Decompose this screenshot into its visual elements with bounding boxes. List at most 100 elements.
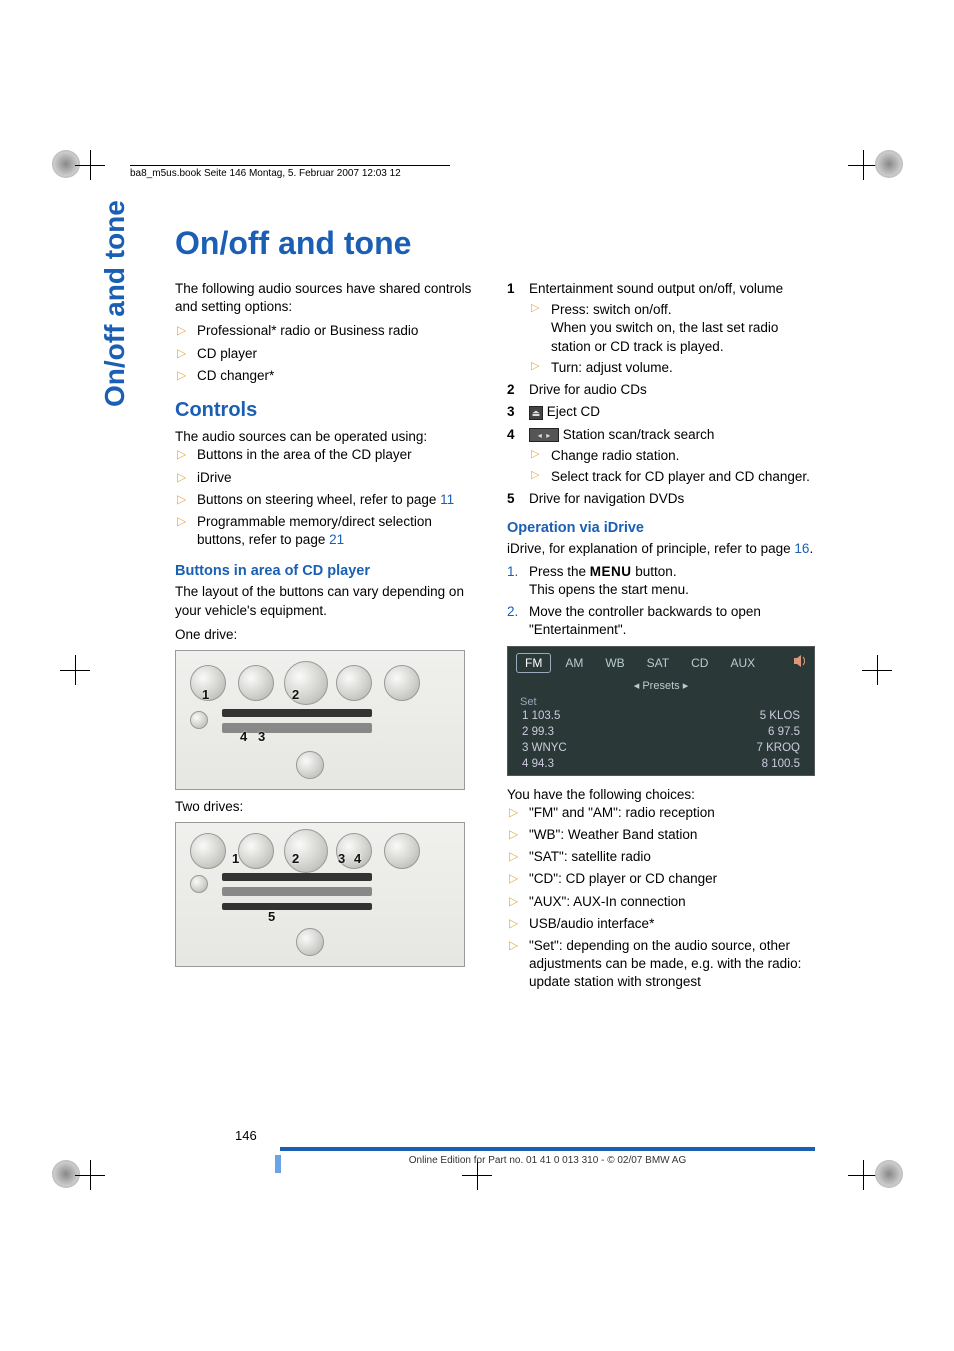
one-drive-label: One drive: — [175, 626, 483, 644]
list-item: 4 ◂ ▸ Station scan/track search Change r… — [507, 426, 815, 487]
controls-intro: The audio sources can be operated using: — [175, 428, 483, 446]
text: Move the controller backwards to open "E… — [529, 604, 761, 637]
item-number: 5 — [507, 490, 515, 508]
set-label: Set — [508, 696, 814, 708]
operation-text: iDrive, for explanation of principle, re… — [507, 540, 815, 558]
list-item: 5 Drive for navigation DVDs — [507, 490, 815, 508]
preset: 8 100.5 — [762, 758, 800, 770]
list-item: "SAT": satellite radio — [507, 848, 815, 866]
list-item: iDrive — [175, 469, 483, 487]
text: When you switch on, the last set radio s… — [551, 320, 778, 353]
left-column: The following audio sources have shared … — [175, 280, 483, 1006]
screen-tab-fm: FM — [516, 653, 551, 673]
list-item: Buttons in the area of the CD player — [175, 446, 483, 464]
speaker-icon — [792, 653, 808, 669]
step-number: 2. — [507, 603, 518, 621]
page-ref-link[interactable]: 21 — [329, 532, 344, 547]
step-item: 2. Move the controller backwards to open… — [507, 603, 815, 639]
knob-icon — [384, 665, 420, 701]
preset: 3 WNYC — [522, 742, 567, 754]
screen-tab-sat: SAT — [639, 654, 677, 672]
operation-heading: Operation via iDrive — [507, 520, 815, 536]
text: Buttons on steering wheel, refer to page — [197, 492, 440, 507]
list-item: Professional* radio or Business radio — [175, 322, 483, 340]
dashboard-two-drives-figure: 1 2 3 4 5 — [175, 822, 465, 967]
page-ref-link[interactable]: 16 — [794, 541, 809, 556]
knob-icon — [336, 665, 372, 701]
choices-list: "FM" and "AM": radio reception "WB": Wea… — [507, 804, 815, 992]
buttons-heading: Buttons in area of CD player — [175, 563, 483, 579]
text: . — [809, 541, 813, 556]
sub-item: Change radio station. — [529, 447, 815, 465]
cd-slot-icon — [222, 709, 372, 717]
controls-list: Buttons in the area of the CD player iDr… — [175, 446, 483, 549]
step-item: 1. Press the MENU button. This opens the… — [507, 563, 815, 599]
presets-label: ◂ Presets ▸ — [508, 677, 814, 696]
page-number: 146 — [235, 1128, 257, 1143]
crop-corner — [875, 1160, 903, 1188]
text: Press the — [529, 564, 590, 579]
callout-2: 2 — [292, 687, 299, 702]
screen-tab-aux: AUX — [722, 654, 763, 672]
knob-icon — [296, 751, 324, 779]
list-item: Programmable memory/direct selection but… — [175, 513, 483, 549]
screen-tab-wb: WB — [597, 654, 632, 672]
text: button. — [632, 564, 677, 579]
scan-icon: ◂ ▸ — [529, 428, 559, 442]
item-text: Drive for navigation DVDs — [529, 491, 684, 506]
preset: 4 94.3 — [522, 758, 554, 770]
text: Programmable memory/direct selection but… — [197, 514, 432, 547]
text: iDrive, for explanation of principle, re… — [507, 541, 794, 556]
knob-icon — [190, 875, 208, 893]
page-ref-link[interactable]: 11 — [440, 492, 454, 507]
callout-2: 2 — [292, 851, 299, 866]
right-column: 1 Entertainment sound output on/off, vol… — [507, 280, 815, 1006]
knob-icon — [384, 833, 420, 869]
cd-slot-icon — [222, 873, 372, 881]
crop-corner — [875, 150, 903, 178]
list-item: CD player — [175, 345, 483, 363]
knob-icon — [284, 829, 328, 873]
controls-heading: Controls — [175, 399, 483, 422]
crop-mark — [75, 150, 105, 180]
eject-icon: ⏏ — [529, 406, 543, 420]
choices-intro: You have the following choices: — [507, 786, 815, 804]
numbered-controls-list: 1 Entertainment sound output on/off, vol… — [507, 280, 815, 508]
page-title: On/off and tone — [175, 225, 411, 262]
item-text: Station scan/track search — [563, 427, 715, 442]
item-number: 3 — [507, 403, 515, 421]
crop-mark — [60, 655, 90, 685]
list-item: 3 ⏏ Eject CD — [507, 403, 815, 421]
content-area: The following audio sources have shared … — [175, 280, 815, 1006]
list-item: "WB": Weather Band station — [507, 826, 815, 844]
list-item: "Set": depending on the audio source, ot… — [507, 937, 815, 992]
list-item: "CD": CD player or CD changer — [507, 870, 815, 888]
button-row — [222, 887, 372, 896]
callout-5: 5 — [268, 909, 275, 924]
dvd-slot-icon — [222, 903, 372, 910]
intro-text: The following audio sources have shared … — [175, 280, 483, 316]
text: Press: switch on/off. — [551, 302, 672, 317]
list-item: CD changer* — [175, 367, 483, 385]
knob-icon — [284, 661, 328, 705]
preset: 7 KROQ — [757, 742, 800, 754]
sub-item: Press: switch on/off. When you switch on… — [529, 301, 815, 356]
preset-row: 4 94.3 8 100.5 — [508, 756, 814, 772]
dashboard-one-drive-figure: 1 2 4 3 — [175, 650, 465, 790]
callout-4: 4 — [354, 851, 361, 866]
preset-row: 2 99.36 97.5 — [508, 724, 814, 740]
preset-row: 3 WNYC 7 KROQ — [508, 740, 814, 756]
item-number: 1 — [507, 280, 515, 298]
print-header: ba8_m5us.book Seite 146 Montag, 5. Febru… — [130, 165, 450, 179]
idrive-screen-figure: FM AM WB SAT CD AUX ◂ Presets ▸ Set 1 10… — [507, 646, 815, 776]
screen-tab-am: AM — [557, 654, 591, 672]
callout-3: 3 — [338, 851, 345, 866]
crop-mark — [862, 655, 892, 685]
list-item: 2 Drive for audio CDs — [507, 381, 815, 399]
item-text: Entertainment sound output on/off, volum… — [529, 281, 783, 296]
preset: 1 103.5 — [522, 710, 560, 722]
text: Presets — [642, 680, 679, 692]
knob-icon — [238, 665, 274, 701]
preset: 5 KLOS — [760, 710, 800, 722]
list-item: 1 Entertainment sound output on/off, vol… — [507, 280, 815, 377]
